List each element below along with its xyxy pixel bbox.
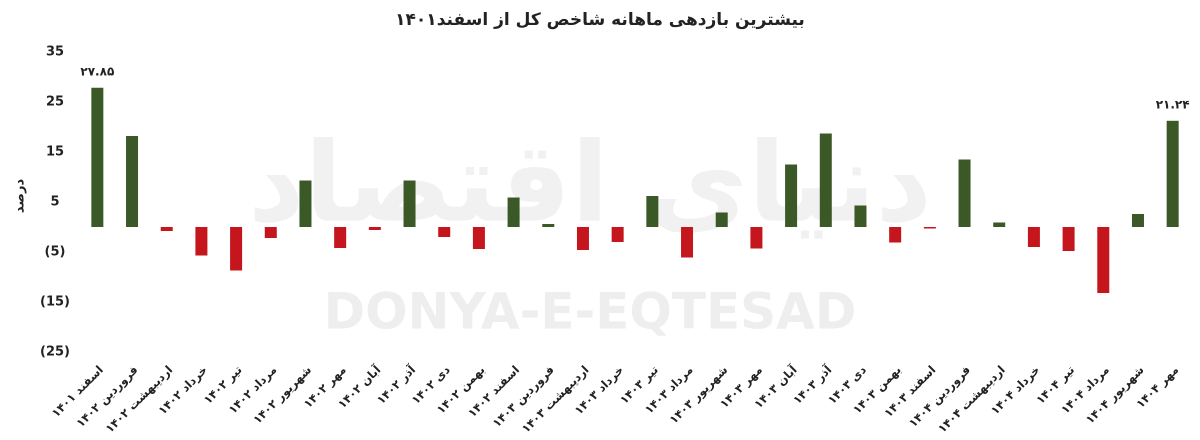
watermark: DONYA-E-EQTESAD (324, 283, 857, 341)
bar (646, 196, 659, 227)
value-label: ۲۱.۲۴ (1156, 97, 1190, 111)
bar (1131, 214, 1144, 227)
bar (576, 227, 589, 250)
watermark-fa: دنیای اقتصاد (248, 118, 932, 246)
bar (889, 227, 902, 243)
bar (923, 227, 936, 229)
bar (1097, 227, 1110, 293)
bar (750, 227, 763, 249)
bar (958, 159, 971, 227)
bar (542, 224, 555, 227)
bar (819, 133, 832, 227)
bar (785, 164, 798, 227)
bar (681, 227, 694, 258)
bar (611, 227, 624, 242)
bar (264, 227, 277, 238)
bar (160, 227, 173, 231)
y-tick-label: (5) (45, 245, 66, 260)
bar (507, 197, 520, 227)
chart-title: بیشترین بازدهی ماهانه شاخص کل از اسفند۱۴… (395, 10, 805, 30)
y-tick-label: 15 (46, 145, 64, 160)
bar (230, 227, 243, 271)
y-axis-label: درصد (13, 179, 28, 214)
bar (854, 205, 867, 227)
bar (472, 227, 485, 249)
bar (195, 227, 208, 256)
y-tick-label: (25) (40, 345, 70, 360)
bar (299, 180, 312, 227)
y-tick-label: (15) (40, 295, 70, 310)
bar (438, 227, 451, 237)
y-tick-label: 35 (46, 45, 64, 60)
bar (91, 87, 104, 227)
bar (334, 227, 347, 248)
bar (403, 180, 416, 227)
bar (993, 222, 1006, 227)
value-label: ۲۷.۸۵ (80, 64, 114, 78)
bar (1027, 227, 1040, 247)
bar (368, 227, 381, 230)
bar (1166, 120, 1179, 227)
y-tick-label: 25 (46, 95, 64, 110)
y-tick-label: 5 (50, 195, 59, 210)
bar (126, 136, 139, 227)
bar (715, 212, 728, 227)
bar (1062, 227, 1075, 251)
